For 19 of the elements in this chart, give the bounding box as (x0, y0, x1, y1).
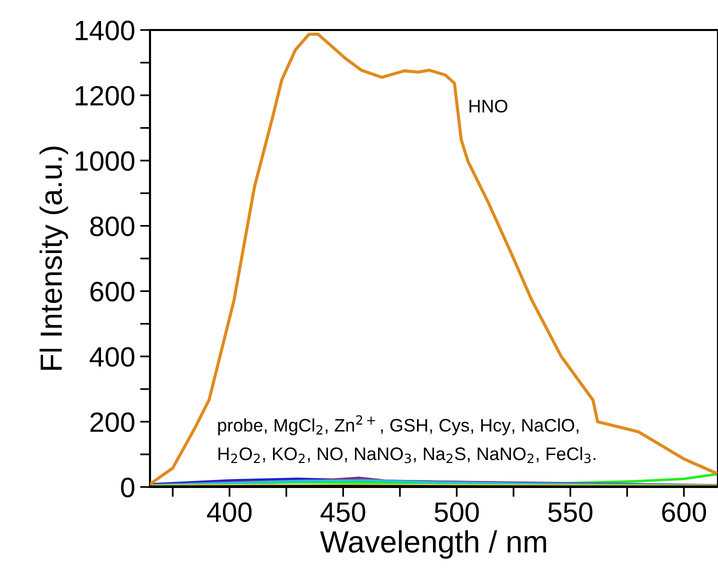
line-series (150, 32, 718, 486)
x-tick-label: 550 (548, 502, 592, 522)
x-tick-label: 400 (206, 502, 252, 522)
y-axis-title: Fl Intensity (a.u.) (40, 146, 68, 370)
x-tick-label: 450 (320, 502, 366, 522)
y-tick-label: 600 (90, 282, 134, 302)
text: H$_{2}$O$_{2}$, KO$_{2}$, NO, NaNO$_{3}$, Na$_{2}$S, NaNO$_{2}$, FeCl$_{3}$. (218, 446, 596, 464)
y-tick-label: 800 (90, 216, 134, 236)
y-tick-label: 1200 (76, 86, 134, 106)
x-tick-label: 500 (434, 502, 479, 522)
y-tick-label: 0 (121, 478, 134, 498)
y-tick-label: 1400 (76, 20, 134, 40)
x-tick-label: 600 (662, 502, 706, 522)
y-tick-label: 1000 (76, 151, 134, 171)
y-tick-label: 200 (90, 412, 134, 432)
annotation: probe, MgCl$_{2}$, Zn$^{2+}$, GSH, Cys, Hcy, NaClO, (218, 415, 578, 436)
y-tick-label: 400 (90, 347, 134, 367)
series-label: HNO (470, 100, 508, 113)
x-axis-title: Wavelength / nm (320, 530, 546, 559)
